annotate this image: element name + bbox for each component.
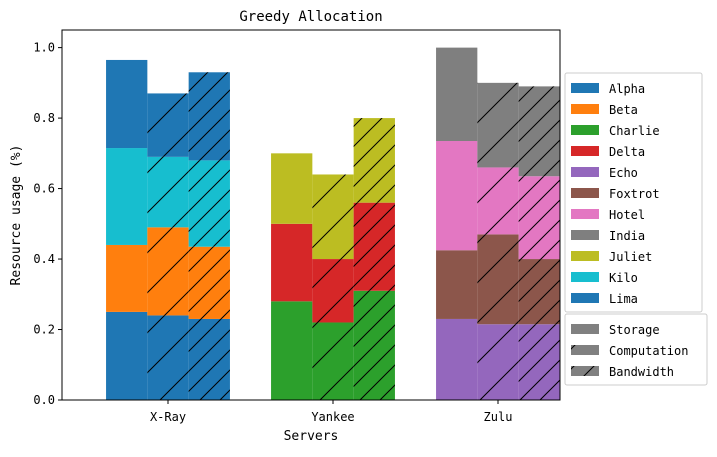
y-tick-label: 0.4	[33, 252, 55, 266]
legend-label-juliet: Juliet	[609, 250, 652, 264]
bar-hatch-zulu-bandwidth-echo	[518, 324, 560, 400]
bar-yankee-storage-charlie	[271, 301, 313, 400]
bar-hatch-yankee-bandwidth-charlie	[353, 290, 395, 400]
bar-hatch-zulu-bandwidth-india	[518, 86, 560, 177]
legend-label-hotel: Hotel	[609, 208, 645, 222]
legend-resources-frame	[564, 313, 708, 386]
x-axis-label: Servers	[284, 429, 339, 444]
bar-hatch-zulu-computation-hotel	[477, 167, 519, 235]
bar-hatch-x-ray-bandwidth-beta	[188, 246, 230, 319]
legend-label-beta: Beta	[609, 103, 638, 117]
bar-x-ray-storage-beta	[106, 244, 148, 312]
legend-swatch-storage	[571, 324, 599, 334]
bar-hatch-zulu-computation-india	[477, 82, 519, 168]
legend-series: Alpha Beta Charlie Delta Echo Foxtrot Hotel Ind…	[564, 72, 703, 313]
y-axis-label: Resource usage (%)	[9, 145, 24, 286]
x-tick-label-yankee: Yankee	[311, 410, 354, 424]
y-tick-label: 0.8	[33, 111, 55, 125]
bar-hatch-x-ray-computation-kilo	[147, 156, 189, 228]
bar-zulu-storage-hotel	[436, 141, 478, 251]
bar-hatch-zulu-computation-foxtrot	[477, 234, 519, 325]
y-tick-label: 0.2	[33, 323, 55, 337]
x-tick-label-x-ray: X-Ray	[150, 410, 186, 424]
legend-label-delta: Delta	[609, 145, 645, 159]
legend-label-india: India	[609, 229, 645, 243]
legend-swatch-beta	[571, 104, 599, 114]
bar-yankee-storage-juliet	[271, 153, 313, 224]
legend-swatch-foxtrot	[571, 188, 599, 198]
bar-hatch-yankee-computation-delta	[312, 259, 354, 323]
bar-x-ray-storage-lima	[106, 59, 148, 149]
legend-label-kilo: Kilo	[609, 271, 638, 285]
y-tick-label: 0.6	[33, 182, 55, 196]
bar-hatch-x-ray-computation-alpha	[147, 315, 189, 400]
legend-swatch-echo	[571, 167, 599, 177]
legend-label-storage: Storage	[609, 323, 660, 337]
bar-hatch-x-ray-computation-beta	[147, 227, 189, 316]
legend-label-alpha: Alpha	[609, 82, 645, 96]
legend-swatch-juliet	[571, 251, 599, 261]
legend-hatch-computation	[571, 345, 599, 355]
bar-yankee-storage-delta	[271, 223, 313, 302]
legend-label-charlie: Charlie	[609, 124, 660, 138]
legend-resources: Storage Computation Bandwidth	[564, 313, 708, 386]
bar-zulu-storage-echo	[436, 318, 478, 400]
bar-hatch-zulu-bandwidth-hotel	[518, 176, 560, 260]
legend-swatch-delta	[571, 146, 599, 156]
x-axis: X-Ray Yankee Zulu	[150, 400, 513, 424]
legend-swatch-hotel	[571, 209, 599, 219]
bar-zulu-storage-india	[436, 47, 478, 141]
y-tick-label: 0.0	[33, 393, 55, 407]
bar-hatch-x-ray-bandwidth-lima	[188, 72, 230, 161]
y-axis: 0.0 0.2 0.4 0.6 0.8 1.0	[33, 41, 62, 407]
bar-hatch-yankee-computation-charlie	[312, 322, 354, 400]
legend-swatch-charlie	[571, 125, 599, 135]
bar-hatch-yankee-computation-juliet	[312, 174, 354, 260]
bar-hatch-x-ray-bandwidth-kilo	[188, 160, 230, 247]
bar-hatch-zulu-computation-echo	[477, 324, 519, 400]
bar-hatch-zulu-bandwidth-foxtrot	[518, 259, 560, 325]
bar-hatch-yankee-bandwidth-delta	[353, 202, 395, 291]
legend-label-bandwidth: Bandwidth	[609, 365, 674, 379]
legend-swatch-alpha	[571, 83, 599, 93]
legend-label-foxtrot: Foxtrot	[609, 187, 660, 201]
legend-label-echo: Echo	[609, 166, 638, 180]
bar-zulu-storage-foxtrot	[436, 250, 478, 319]
legend-label-lima: Lima	[609, 292, 638, 306]
legend-series-frame	[564, 72, 703, 313]
legend-swatch-india	[571, 230, 599, 240]
chart-title: Greedy Allocation	[239, 9, 382, 25]
legend-swatch-kilo	[571, 272, 599, 282]
plot-frame	[61, 29, 561, 401]
x-tick-label-zulu: Zulu	[484, 410, 513, 424]
bars-layer	[106, 47, 560, 400]
bar-hatch-yankee-bandwidth-juliet	[353, 118, 395, 203]
y-tick-label: 1.0	[33, 41, 55, 55]
legend-swatch-lima	[571, 293, 599, 303]
bar-x-ray-storage-kilo	[106, 148, 148, 245]
bar-hatch-x-ray-bandwidth-alpha	[188, 318, 230, 400]
bar-hatch-x-ray-computation-lima	[147, 93, 189, 157]
legend-hatch-bandwidth	[571, 366, 599, 376]
bar-x-ray-storage-alpha	[106, 311, 148, 400]
legend-label-computation: Computation	[609, 344, 688, 358]
